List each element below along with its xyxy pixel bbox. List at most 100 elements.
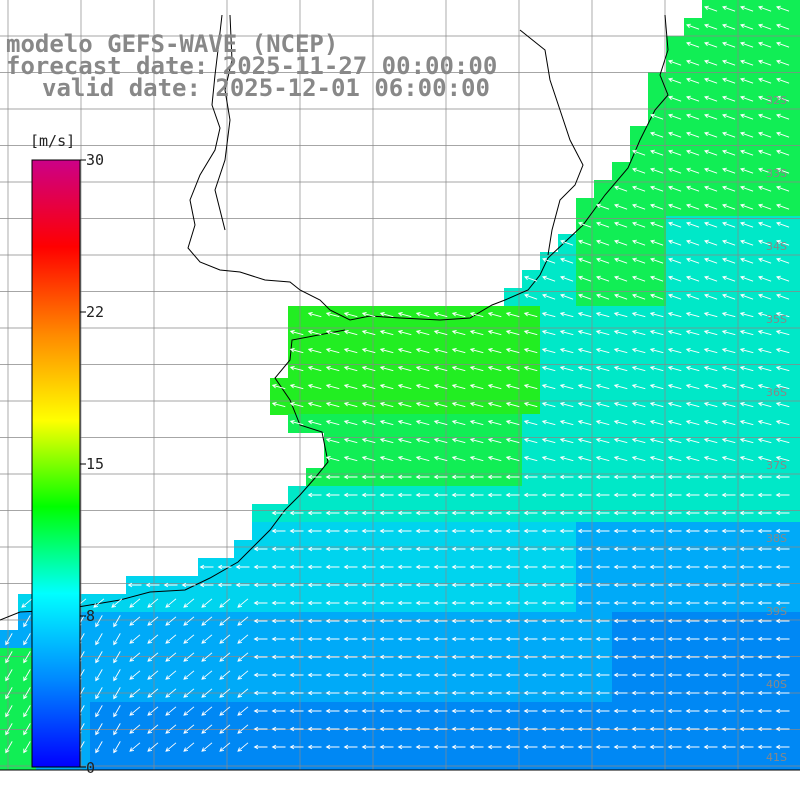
wind-arrow	[703, 365, 718, 372]
wind-arrow	[578, 275, 592, 282]
wind-arrow	[415, 600, 430, 606]
wind-cell	[252, 630, 271, 649]
wind-cell	[720, 486, 739, 505]
wind-arrow	[487, 582, 502, 588]
wind-arrow	[21, 598, 33, 608]
wind-arrow	[253, 726, 268, 732]
wind-cell	[360, 648, 379, 667]
wind-arrow	[505, 708, 520, 714]
wind-arrow	[632, 293, 646, 300]
wind-arrow	[469, 690, 484, 696]
wind-arrow	[541, 582, 556, 588]
wind-arrow	[667, 564, 682, 570]
wind-arrow	[505, 329, 520, 336]
wind-arrow	[577, 474, 592, 480]
wind-arrow	[722, 59, 736, 66]
wind-cell	[576, 468, 595, 487]
wind-arrow	[253, 564, 268, 570]
wind-arrow	[379, 455, 394, 462]
wind-cell	[234, 576, 253, 595]
wind-cell	[702, 576, 721, 595]
colorbar	[31, 159, 86, 768]
wind-cell	[684, 594, 703, 613]
wind-arrow	[703, 474, 718, 480]
wind-cell	[342, 594, 361, 613]
wind-arrow	[219, 652, 231, 662]
wind-arrow	[613, 437, 628, 444]
valid-date: valid date: 2025-12-01 06:00:00	[42, 74, 490, 102]
wind-arrow	[433, 474, 448, 480]
wind-arrow	[704, 203, 718, 210]
wind-arrow	[487, 401, 502, 408]
wind-arrow	[469, 546, 484, 552]
wind-arrow	[595, 582, 610, 588]
wind-arrow	[487, 492, 502, 498]
wind-cell	[468, 576, 487, 595]
wind-arrow	[649, 347, 664, 354]
wind-arrow	[147, 652, 159, 662]
wind-arrow	[289, 654, 304, 660]
wind-cell	[216, 666, 235, 685]
wind-arrow	[23, 615, 31, 628]
wind-arrow	[5, 687, 13, 700]
wind-arrow	[595, 600, 610, 606]
wind-arrow	[487, 564, 502, 570]
wind-arrow	[740, 95, 754, 102]
wind-cell	[216, 684, 235, 703]
wind-cell	[702, 558, 721, 577]
wind-arrow	[668, 113, 682, 120]
wind-cell	[396, 540, 415, 559]
wind-cell	[234, 684, 253, 703]
wind-cell	[486, 630, 505, 649]
wind-arrow	[219, 688, 231, 698]
wind-arrow	[415, 437, 430, 444]
wind-arrow	[361, 708, 376, 714]
wind-arrow	[740, 131, 754, 138]
wind-arrow	[613, 546, 628, 552]
wind-arrow	[415, 654, 430, 660]
wind-arrow	[704, 257, 718, 264]
wind-arrow	[649, 365, 664, 372]
wind-arrow	[595, 672, 610, 678]
wind-cell	[792, 396, 800, 415]
wind-arrow	[505, 474, 520, 480]
wind-cell	[792, 612, 800, 631]
wind-cell	[756, 468, 775, 487]
wind-arrow	[703, 383, 718, 390]
wind-arrow	[686, 149, 700, 156]
wind-arrow	[739, 690, 754, 696]
wind-cell	[324, 702, 343, 721]
wind-arrow	[433, 708, 448, 714]
wind-arrow	[469, 618, 484, 624]
wind-arrow	[433, 690, 448, 696]
wind-arrow	[271, 582, 286, 588]
wind-cell	[504, 612, 523, 631]
wind-arrow	[113, 687, 121, 700]
wind-cell	[396, 648, 415, 667]
wind-arrow	[667, 365, 682, 372]
wind-cell	[378, 738, 397, 757]
wind-cell	[108, 738, 127, 757]
wind-cell	[756, 522, 775, 541]
wind-arrow	[469, 311, 484, 318]
wind-arrow	[776, 221, 790, 228]
wind-arrow	[113, 669, 121, 682]
wind-cell	[468, 468, 487, 487]
wind-arrow	[775, 600, 790, 606]
wind-cell	[324, 558, 343, 577]
wind-cell	[378, 594, 397, 613]
wind-cell	[216, 738, 235, 757]
wind-cell	[450, 684, 469, 703]
wind-cell	[396, 558, 415, 577]
wind-arrow	[433, 311, 448, 318]
wind-arrow	[559, 401, 574, 408]
wind-arrow	[757, 528, 772, 534]
wind-cell	[450, 630, 469, 649]
wind-cell	[306, 540, 325, 559]
wind-cell	[522, 702, 541, 721]
wind-arrow	[776, 149, 790, 156]
wind-arrow	[740, 77, 754, 84]
wind-cell	[558, 522, 577, 541]
wind-arrow	[596, 275, 610, 282]
wind-cell	[558, 612, 577, 631]
